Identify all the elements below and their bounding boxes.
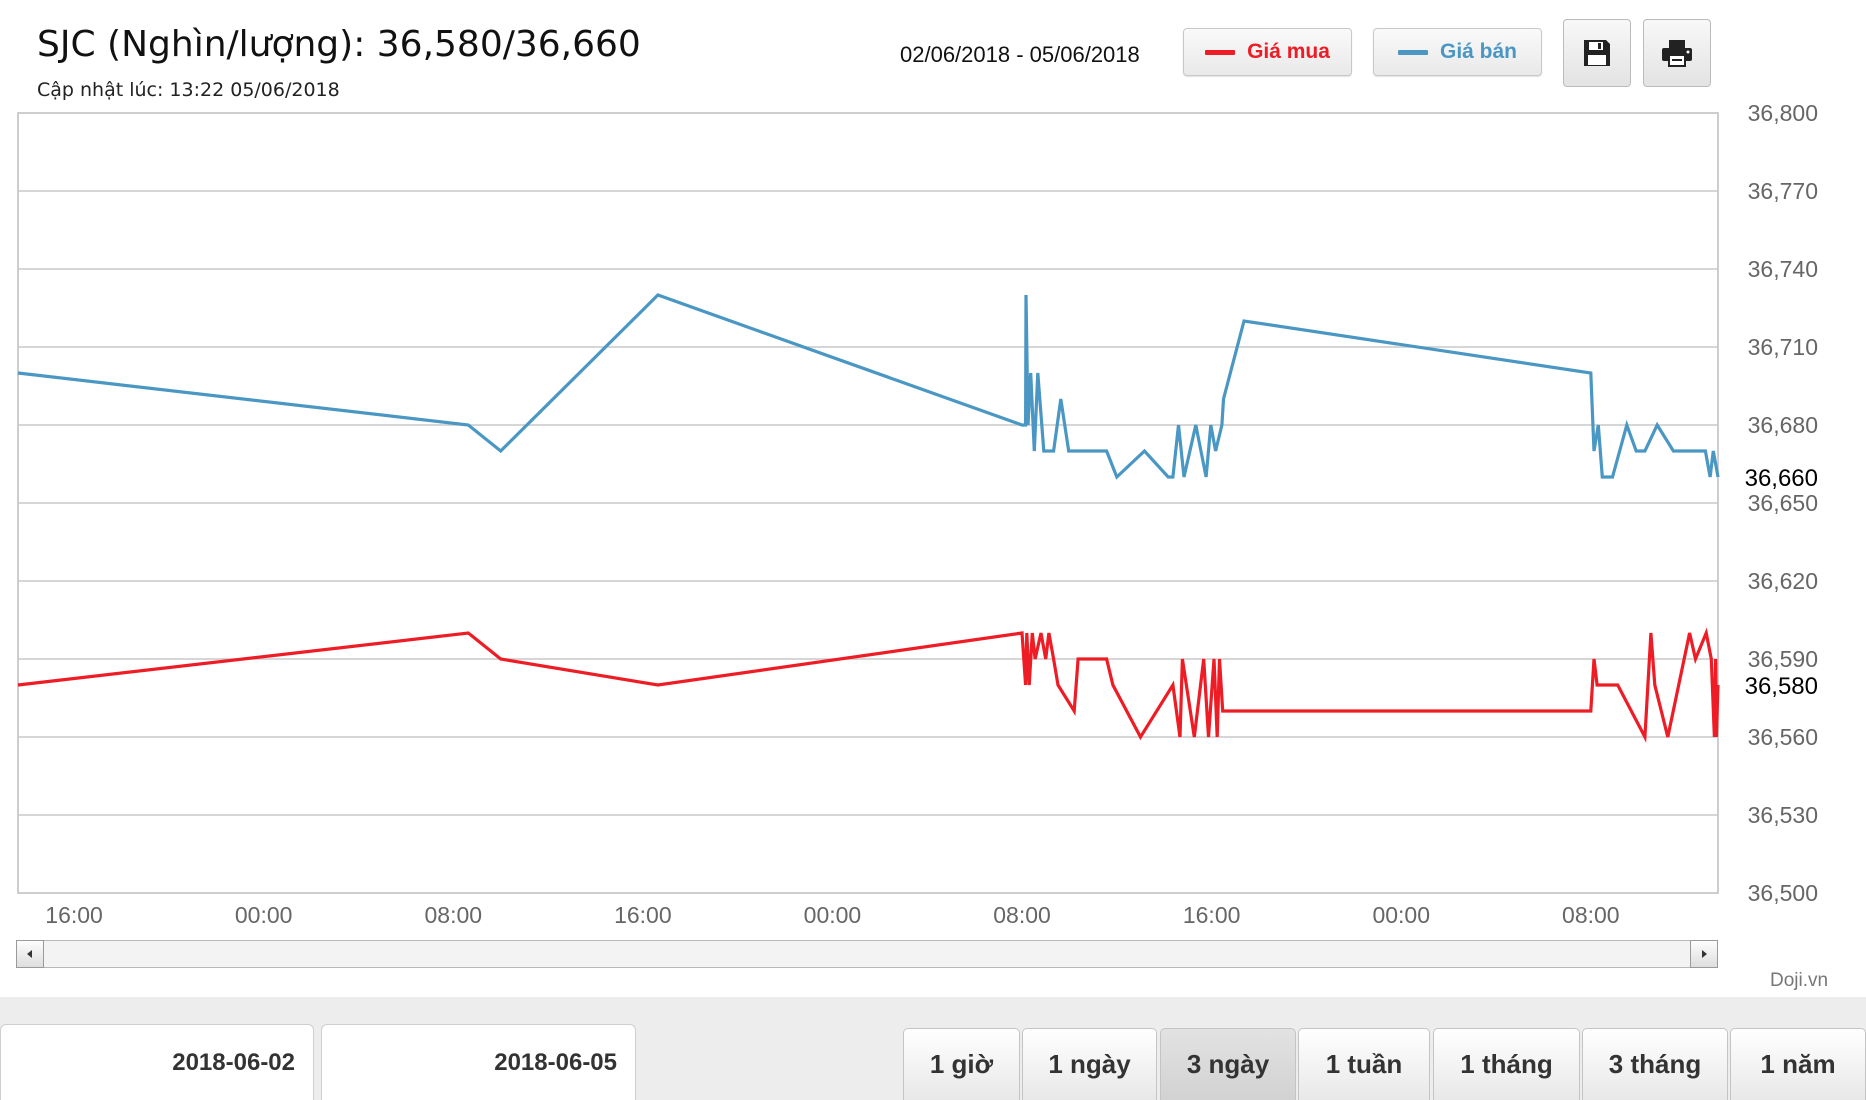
x-tick-label: 16:00 — [45, 902, 103, 928]
y-tick-label: 36,560 — [1748, 724, 1818, 750]
range-tab[interactable]: 3 tháng — [1582, 1028, 1728, 1100]
legend-buy-label: Giá mua — [1247, 40, 1330, 63]
x-tick-label: 08:00 — [424, 902, 482, 928]
save-icon — [1584, 40, 1610, 66]
y-tick-label: 36,770 — [1748, 178, 1818, 204]
range-tab[interactable]: 1 giờ — [903, 1028, 1020, 1100]
range-tab[interactable]: 1 tuần — [1298, 1028, 1430, 1100]
legend-sell-label: Giá bán — [1439, 40, 1518, 63]
y-tick-label: 36,500 — [1748, 880, 1818, 906]
chart-scrollbar[interactable] — [16, 940, 1718, 968]
y-tick-label: 36,590 — [1748, 646, 1818, 672]
y-tick-label: 36,710 — [1748, 334, 1818, 360]
legend-buy-swatch — [1205, 49, 1236, 55]
print-icon — [1662, 40, 1692, 67]
current-sell-label: 36,660 — [1745, 465, 1818, 492]
arrow-left-icon — [27, 950, 32, 958]
y-tick-label: 36,740 — [1748, 256, 1818, 282]
x-tick-label: 00:00 — [804, 902, 862, 928]
date-range-text: 02/06/2018 - 05/06/2018 — [900, 42, 1140, 67]
arrow-right-icon — [1702, 950, 1707, 958]
range-tab[interactable]: 1 ngày — [1022, 1028, 1157, 1100]
scroll-left-button[interactable] — [16, 940, 44, 968]
last-updated-text: Cập nhật lúc: 13:22 05/06/2018 — [37, 79, 340, 101]
range-tab[interactable]: 1 năm — [1730, 1028, 1866, 1100]
legend-buy-button[interactable]: Giá mua — [1183, 28, 1352, 76]
range-tab[interactable]: 1 tháng — [1433, 1028, 1580, 1100]
y-tick-label: 36,650 — [1748, 490, 1818, 516]
scroll-right-button[interactable] — [1690, 940, 1718, 968]
date-from-field[interactable]: 2018-06-02 — [0, 1024, 314, 1100]
legend-sell-button[interactable]: Giá bán — [1373, 28, 1542, 76]
range-tab[interactable]: 3 ngày — [1160, 1028, 1296, 1100]
current-buy-label: 36,580 — [1745, 673, 1818, 700]
y-tick-label: 36,680 — [1748, 412, 1818, 438]
x-tick-label: 08:00 — [993, 902, 1051, 928]
x-tick-label: 00:00 — [1372, 902, 1430, 928]
save-button[interactable] — [1563, 19, 1631, 87]
y-tick-label: 36,530 — [1748, 802, 1818, 828]
page-title: SJC (Nghìn/lượng): 36,580/36,660 — [37, 24, 641, 65]
print-button[interactable] — [1643, 19, 1711, 87]
credit-text: Doji.vn — [1770, 970, 1829, 991]
y-tick-label: 36,620 — [1748, 568, 1818, 594]
x-tick-label: 16:00 — [614, 902, 672, 928]
x-tick-label: 08:00 — [1562, 902, 1620, 928]
price-chart: 36,50036,53036,56036,59036,62036,65036,6… — [17, 100, 1818, 928]
date-to-field[interactable]: 2018-06-05 — [321, 1024, 636, 1100]
y-tick-label: 36,800 — [1748, 100, 1818, 126]
legend-sell-swatch — [1397, 49, 1428, 55]
series-line — [17, 627, 1720, 743]
series-line — [17, 293, 1720, 480]
x-tick-label: 16:00 — [1183, 902, 1241, 928]
x-tick-label: 00:00 — [235, 902, 293, 928]
